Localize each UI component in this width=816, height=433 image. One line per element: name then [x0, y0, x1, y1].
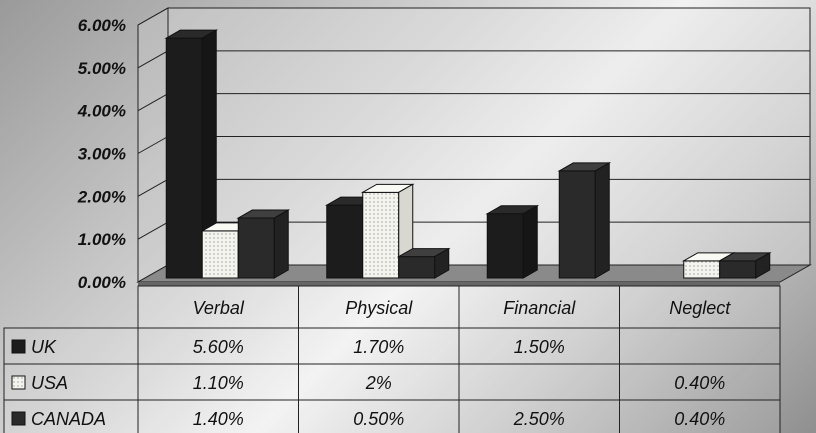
data-label-canada-neglect: 0.40%	[674, 409, 725, 429]
bar-canada-physical	[396, 247, 451, 279]
legend-label-canada: CANADA	[31, 409, 106, 429]
y-tick-label: 6.00%	[78, 16, 126, 35]
plot-floor	[136, 264, 812, 286]
data-label-usa-physical: 2%	[365, 373, 392, 393]
bar-canada-neglect	[717, 252, 772, 279]
y-tick-label: 0.00%	[78, 273, 126, 292]
floor-edge	[138, 282, 780, 286]
bar-uk-financial	[485, 204, 540, 279]
bars	[164, 29, 772, 279]
gridline-side	[137, 178, 169, 197]
x-tick-label-financial: Financial	[503, 298, 576, 318]
data-label-canada-financial: 2.50%	[513, 409, 565, 429]
y-tick-label: 1.00%	[78, 230, 126, 249]
y-tick-label: 4.00%	[77, 102, 126, 121]
gridline-side	[137, 7, 169, 26]
x-tick-label-physical: Physical	[345, 298, 413, 318]
data-label-uk-physical: 1.70%	[353, 337, 404, 357]
y-axis-ticks: 0.00% 1.00% 2.00% 3.00% 4.00% 5.00% 6.00%	[77, 16, 126, 292]
legend-swatch-usa	[11, 375, 26, 390]
legend-swatch-canada	[11, 411, 26, 426]
y-tick-label: 3.00%	[78, 145, 126, 164]
y-tick-label: 5.00%	[78, 59, 126, 78]
y-tick-label: 2.00%	[77, 187, 126, 206]
data-label-usa-verbal: 1.10%	[193, 373, 244, 393]
gridline-side	[137, 221, 169, 240]
legend-label-usa: USA	[31, 373, 68, 393]
bar-uk-verbal	[164, 29, 219, 279]
data-label-uk-verbal: 5.60%	[193, 337, 244, 357]
x-tick-label-verbal: Verbal	[193, 298, 245, 318]
bar-canada-financial	[557, 162, 612, 279]
x-tick-label-neglect: Neglect	[669, 298, 731, 318]
data-label-canada-physical: 0.50%	[353, 409, 404, 429]
legend-label-uk: UK	[31, 337, 57, 357]
table-body	[3, 327, 781, 433]
data-table: Verbal Physical Financial Neglect UK 5.60% 1.7…	[3, 285, 781, 433]
data-label-canada-verbal: 1.40%	[193, 409, 244, 429]
gridline-side	[137, 136, 169, 154]
gridline-side	[137, 50, 169, 69]
legend-swatch-uk	[11, 339, 26, 354]
gridline-side	[137, 93, 169, 112]
data-label-uk-financial: 1.50%	[514, 337, 565, 357]
data-label-usa-neglect: 0.40%	[674, 373, 725, 393]
bar-canada-verbal	[236, 209, 291, 279]
